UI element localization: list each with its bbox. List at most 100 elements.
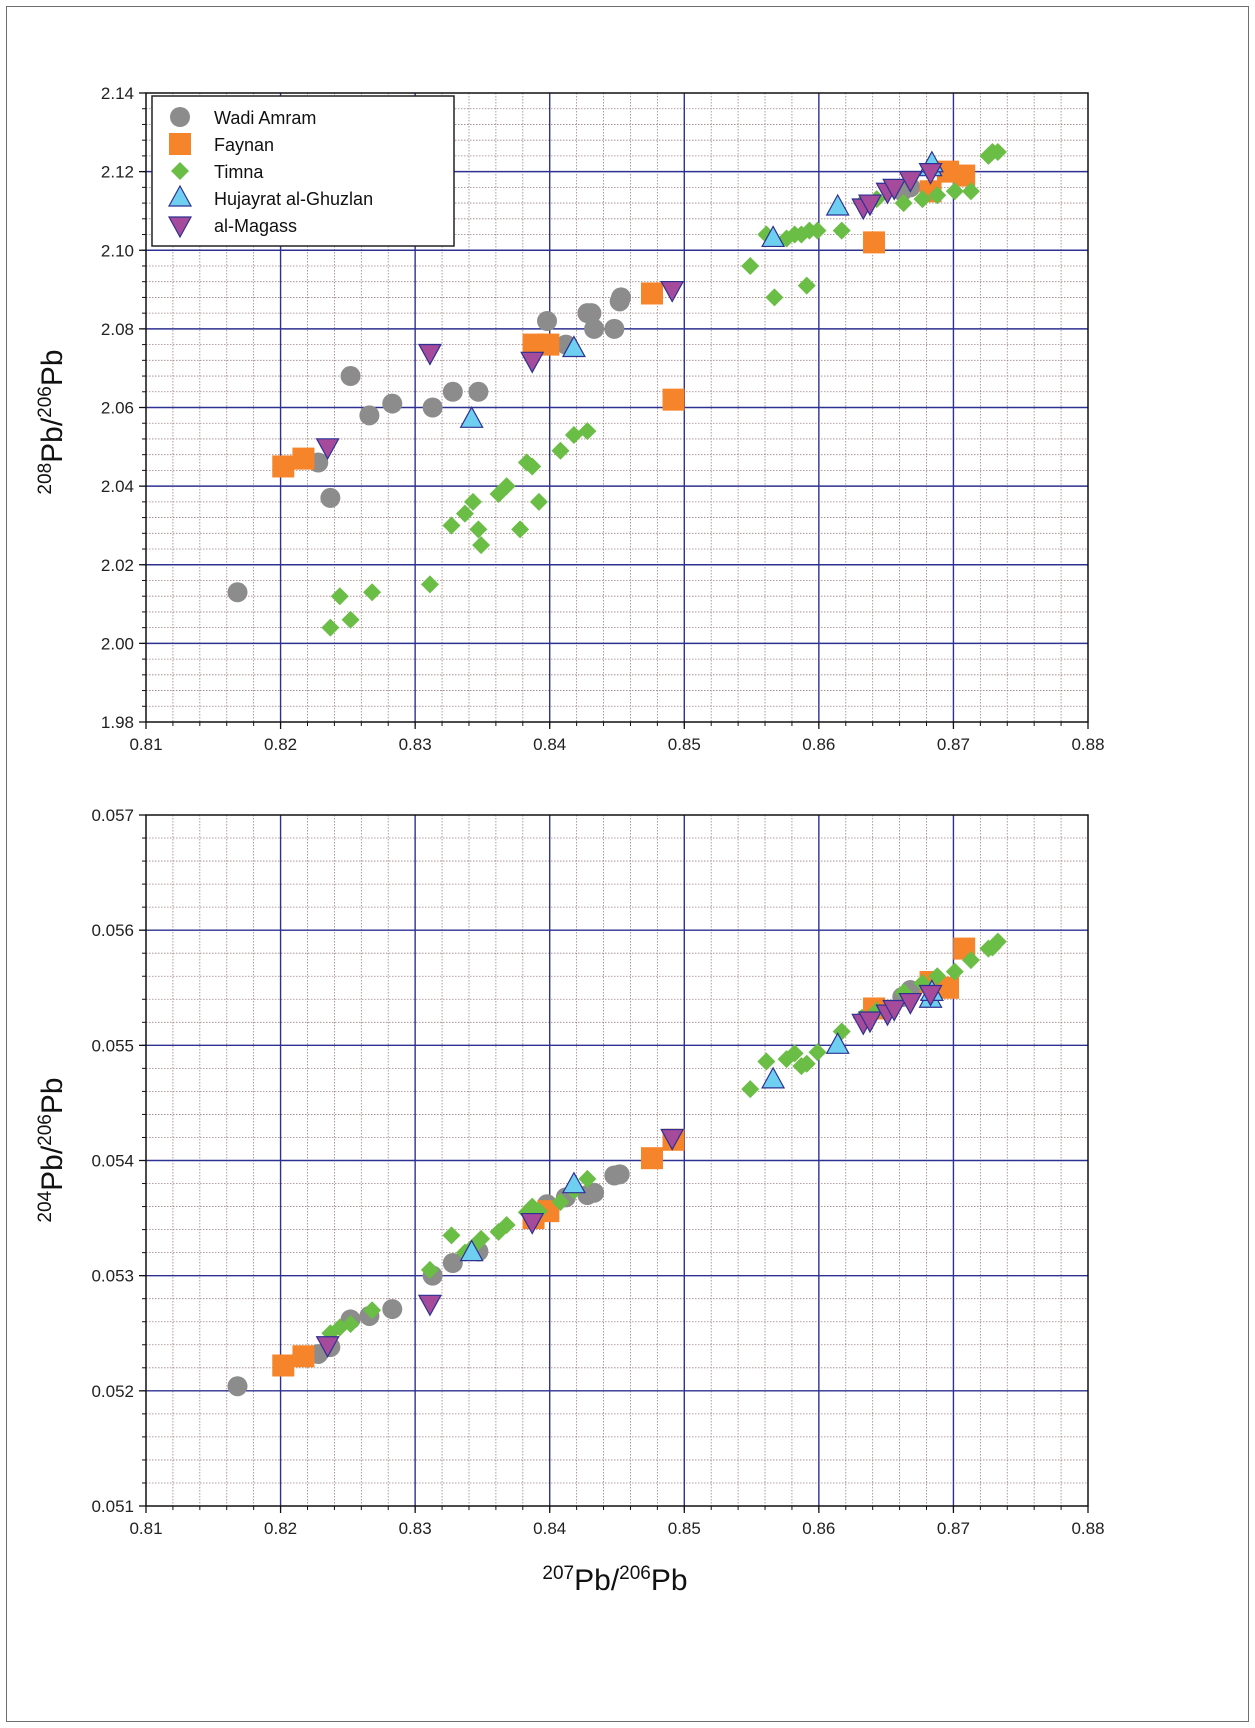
legend-item-hujayrat: Hujayrat al-Ghuzlan bbox=[167, 184, 373, 209]
timna-point bbox=[551, 441, 570, 460]
timna-point bbox=[945, 182, 964, 201]
faynan-point bbox=[937, 976, 960, 999]
timna-point bbox=[578, 422, 597, 441]
magass-point bbox=[520, 1212, 545, 1235]
legend-item-wadi_amram: Wadi Amram bbox=[170, 107, 316, 128]
magass-point bbox=[520, 351, 545, 374]
timna-point bbox=[765, 288, 784, 307]
timna-point bbox=[472, 1229, 491, 1248]
faynan-point bbox=[953, 164, 976, 187]
top-y-tick-label: 2.00 bbox=[101, 634, 134, 653]
legend-label: Wadi Amram bbox=[214, 108, 316, 128]
wadi_amram-point bbox=[581, 303, 602, 324]
legend-box bbox=[151, 95, 455, 247]
wadi_amram-point bbox=[320, 487, 341, 508]
magass-point bbox=[882, 178, 907, 201]
hujayrat-point bbox=[825, 1032, 850, 1054]
bottom-y-tick-label: 0.052 bbox=[91, 1382, 134, 1401]
wadi_amram-point bbox=[604, 318, 625, 339]
timna-point bbox=[472, 536, 491, 555]
wadi_amram-point bbox=[340, 366, 361, 387]
legend-item-timna: Timna bbox=[171, 162, 264, 182]
top-x-tick-label: 0.83 bbox=[399, 735, 432, 754]
bottom-y-tick-label: 0.051 bbox=[91, 1497, 134, 1516]
top-y-axis-label: 208Pb/206Pb bbox=[35, 349, 69, 494]
x-axis-label: 207Pb/206Pb bbox=[542, 1563, 687, 1597]
wadi_amram-point bbox=[422, 397, 443, 418]
bottom-y-axis-label: 204Pb/206Pb bbox=[35, 1077, 69, 1222]
bottom-y-tick-label: 0.055 bbox=[91, 1036, 134, 1055]
timna-point bbox=[797, 276, 816, 295]
bottom-panel: 0.81 0.82 0.83 0.84 0.85 0.86 0.87 0.88 0.051 0.0… bbox=[91, 806, 1104, 1538]
faynan-point bbox=[292, 447, 315, 470]
magass-point bbox=[857, 194, 883, 217]
magass-point bbox=[315, 438, 340, 461]
magass-point bbox=[315, 1336, 340, 1359]
timna-legend-marker bbox=[171, 162, 189, 180]
timna-point bbox=[578, 1169, 597, 1188]
legend-label: Timna bbox=[214, 162, 264, 182]
bottom-x-tick-label: 0.81 bbox=[129, 1519, 162, 1538]
wadi_amram-point bbox=[359, 405, 380, 426]
timna-point bbox=[497, 477, 516, 496]
faynan-point bbox=[640, 1147, 663, 1170]
hujayrat-point bbox=[761, 225, 786, 248]
hujayrat-point bbox=[561, 1171, 586, 1194]
wadi_amram-point bbox=[468, 381, 489, 402]
wadi_amram-point bbox=[227, 582, 248, 603]
timna-point bbox=[551, 1192, 570, 1211]
faynan-point bbox=[537, 1200, 560, 1223]
timna-point bbox=[330, 587, 349, 606]
top-x-tick-label: 0.84 bbox=[533, 735, 566, 754]
magass-legend-marker bbox=[167, 216, 193, 239]
hujayrat-point bbox=[761, 1066, 786, 1089]
timna-point bbox=[564, 426, 583, 445]
timna-point bbox=[442, 516, 461, 535]
timna-point bbox=[321, 618, 340, 637]
bottom-series-magass bbox=[315, 984, 943, 1359]
timna-point bbox=[341, 1315, 360, 1334]
bottom-y-tick-label: 0.054 bbox=[91, 1152, 134, 1171]
timna-point bbox=[988, 142, 1007, 161]
top-y-tick-label: 2.04 bbox=[101, 477, 134, 496]
timna-point bbox=[894, 194, 913, 213]
magass-point bbox=[918, 984, 943, 1007]
top-y-tick-label: 1.98 bbox=[101, 713, 134, 732]
top-panel: 0.81 0.82 0.83 0.84 0.85 0.86 0.87 0.88 1.98 2.00… bbox=[101, 84, 1105, 754]
wadi_amram-point bbox=[609, 1164, 630, 1185]
faynan-point bbox=[292, 1345, 315, 1368]
faynan-point bbox=[640, 282, 663, 305]
magass-point bbox=[898, 992, 923, 1015]
wadi_amram-point bbox=[584, 318, 605, 339]
wadi_amram-legend-marker bbox=[170, 107, 190, 127]
hujayrat-point bbox=[561, 335, 586, 358]
faynan-point bbox=[863, 231, 886, 254]
figure-frame bbox=[6, 6, 1249, 1722]
timna-point bbox=[741, 256, 760, 275]
timna-point bbox=[741, 1080, 760, 1099]
hujayrat-legend-marker bbox=[167, 184, 193, 207]
top-x-tick-label: 0.85 bbox=[668, 735, 701, 754]
timna-point bbox=[913, 190, 932, 209]
timna-point bbox=[464, 492, 483, 511]
bottom-x-tick-label: 0.87 bbox=[937, 1519, 970, 1538]
timna-point bbox=[363, 1301, 382, 1320]
top-series-faynan bbox=[272, 160, 976, 478]
timna-point bbox=[928, 186, 947, 205]
bottom-x-tick-label: 0.84 bbox=[533, 1519, 566, 1538]
bottom-y-tick-label: 0.053 bbox=[91, 1267, 134, 1286]
timna-point bbox=[442, 1226, 461, 1245]
magass-point bbox=[660, 1128, 685, 1151]
top-x-tick-label: 0.88 bbox=[1071, 735, 1104, 754]
legend-label: Faynan bbox=[214, 135, 274, 155]
timna-point bbox=[808, 1043, 827, 1062]
bottom-y-tick-label: 0.056 bbox=[91, 921, 134, 940]
hujayrat-point bbox=[459, 1239, 484, 1262]
faynan-legend-marker bbox=[169, 133, 191, 155]
timna-point bbox=[961, 951, 980, 970]
top-x-tick-label: 0.82 bbox=[264, 735, 297, 754]
magass-point bbox=[882, 999, 907, 1022]
legend-item-faynan: Faynan bbox=[169, 133, 274, 155]
timna-point bbox=[529, 492, 548, 511]
